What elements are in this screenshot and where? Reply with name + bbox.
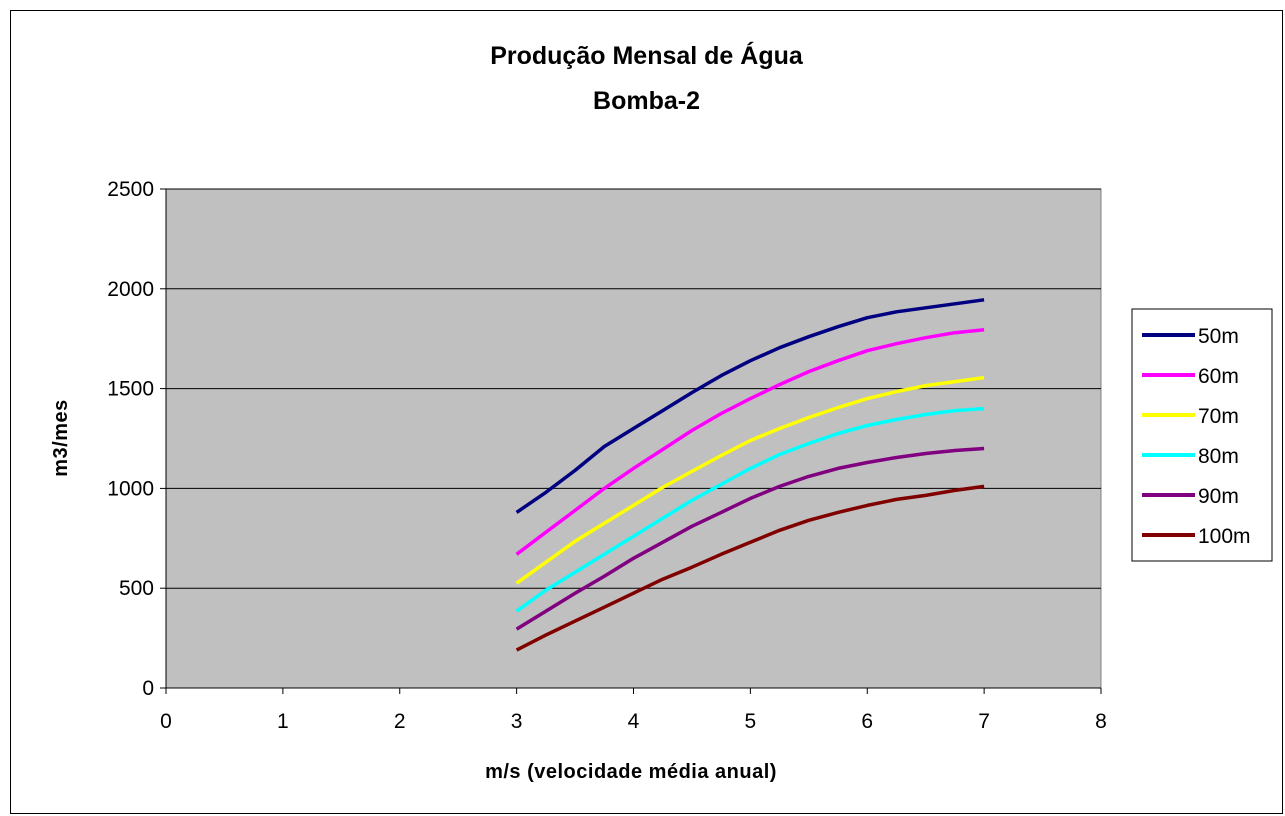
y-axis-title: m3/mes	[50, 399, 72, 477]
legend-label: 60m	[1198, 365, 1239, 388]
y-tick-label: 0	[142, 677, 154, 700]
y-tick-label: 1000	[107, 477, 154, 500]
legend-label: 50m	[1198, 325, 1239, 348]
series-line-100m	[515, 484, 985, 652]
x-tick-label: 4	[628, 710, 640, 733]
plot-area	[165, 188, 1102, 689]
x-axis-title: m/s (velocidade média anual)	[485, 761, 777, 783]
x-tick-label: 6	[861, 710, 873, 733]
legend-label: 100m	[1198, 525, 1251, 548]
x-tick-label: 2	[394, 710, 406, 733]
legend-label: 70m	[1198, 405, 1239, 428]
y-tick-label: 2500	[107, 178, 154, 201]
series-line-80m	[515, 406, 985, 613]
y-tick-label: 2000	[107, 278, 154, 301]
series-line-50m	[515, 298, 985, 514]
y-tick-label: 1500	[107, 378, 154, 401]
chart-subtitle: Bomba-2	[593, 87, 700, 115]
x-tick-label: 0	[160, 710, 172, 733]
chart-title: Produção Mensal de Água	[490, 42, 803, 70]
legend-label: 90m	[1198, 485, 1239, 508]
series-line-60m	[515, 327, 985, 556]
legend-label: 80m	[1198, 445, 1239, 468]
x-tick-label: 8	[1095, 710, 1107, 733]
legend-box	[1131, 308, 1273, 562]
x-tick-label: 7	[978, 710, 990, 733]
series-line-90m	[515, 446, 985, 631]
x-tick-label: 5	[745, 710, 757, 733]
x-tick-label: 3	[511, 710, 523, 733]
y-tick-label: 500	[119, 577, 154, 600]
series-line-70m	[515, 375, 985, 585]
x-tick-label: 1	[277, 710, 289, 733]
